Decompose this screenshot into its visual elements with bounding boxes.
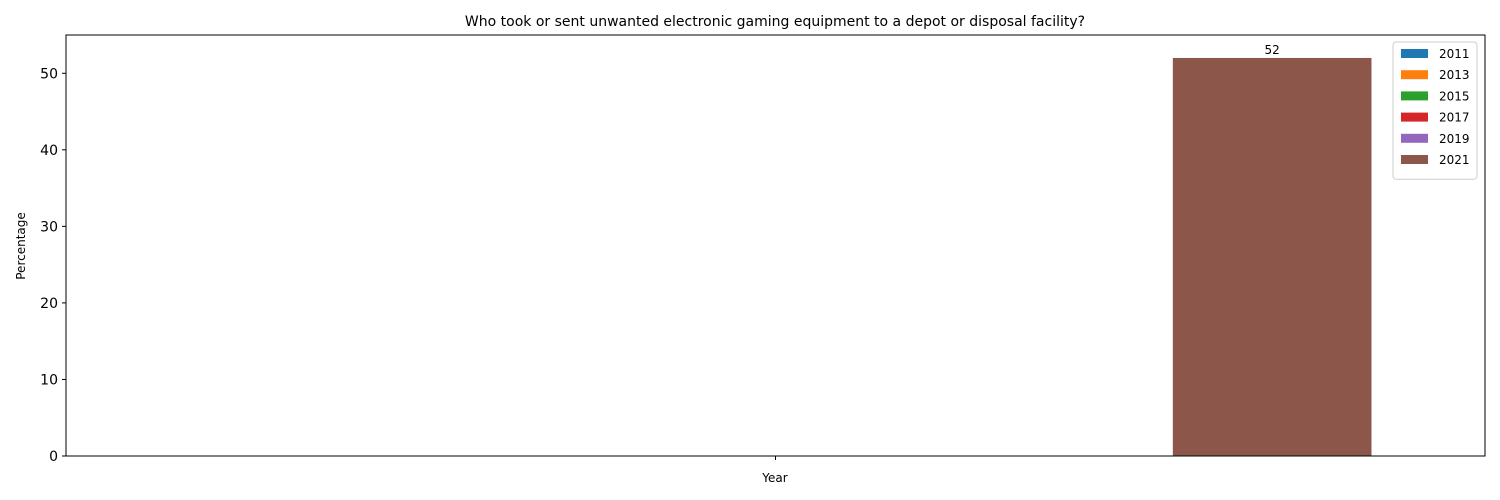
- x-axis-label: Year: [761, 471, 787, 485]
- y-tick-label: 20: [40, 296, 58, 312]
- y-tick-label: 50: [40, 66, 58, 82]
- legend-swatch-2015: [1401, 91, 1428, 101]
- chart-title: Who took or sent unwanted electronic gam…: [465, 14, 1085, 30]
- legend-swatch-2019: [1401, 133, 1428, 143]
- y-axis-ticks: 0 10 20 30 40 50: [40, 66, 66, 465]
- data-label-2021: 52: [1265, 43, 1280, 57]
- y-tick-label: 0: [49, 449, 58, 465]
- legend-swatch-2021: [1401, 155, 1428, 164]
- legend: 2011 2013 2015 2017 2019 2021: [1392, 41, 1478, 180]
- y-tick-label: 40: [40, 143, 58, 159]
- data-labels-group: 52: [1265, 43, 1280, 57]
- legend-label-2017: 2017: [1439, 111, 1470, 125]
- legend-swatch-2013: [1401, 70, 1428, 80]
- legend-swatch-2017: [1401, 112, 1428, 122]
- y-tick-label: 10: [40, 372, 58, 388]
- bars-group: [1172, 57, 1372, 457]
- bar-2021: [1172, 57, 1372, 457]
- legend-swatch-2011: [1401, 49, 1428, 58]
- legend-label-2015: 2015: [1439, 89, 1470, 103]
- y-axis-label: Percentage: [14, 212, 28, 280]
- legend-label-2011: 2011: [1439, 47, 1470, 61]
- legend-label-2021: 2021: [1439, 153, 1470, 167]
- y-tick-label: 30: [40, 219, 58, 235]
- legend-label-2019: 2019: [1439, 132, 1470, 146]
- legend-label-2013: 2013: [1439, 68, 1470, 82]
